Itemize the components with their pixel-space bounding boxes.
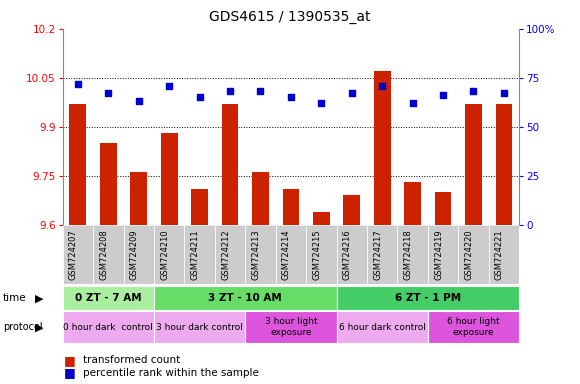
Bar (245, 225, 276, 284)
Bar (428, 311, 519, 343)
Point (408, 100, 417, 106)
Text: GSM724217: GSM724217 (373, 229, 382, 280)
Bar (63, 225, 93, 284)
Text: GSM724213: GSM724213 (252, 229, 260, 280)
Bar (397, 225, 428, 284)
Text: GSM724215: GSM724215 (312, 229, 321, 280)
Point (469, 88, 478, 94)
Bar (404, 182, 421, 225)
Text: GSM724209: GSM724209 (130, 229, 139, 280)
Text: 6 ZT - 1 PM: 6 ZT - 1 PM (395, 293, 461, 303)
Bar (276, 225, 306, 284)
Point (165, 83, 174, 89)
Bar (154, 286, 336, 310)
Text: GSM724208: GSM724208 (99, 229, 108, 280)
Bar (313, 212, 329, 225)
Bar (336, 311, 428, 343)
Bar (154, 225, 184, 284)
Text: ■: ■ (64, 366, 75, 379)
Text: GSM724219: GSM724219 (434, 229, 443, 280)
Point (347, 90, 356, 96)
Text: transformed count: transformed count (83, 355, 180, 365)
Text: GSM724210: GSM724210 (160, 229, 169, 280)
Point (286, 94, 295, 101)
Point (226, 88, 235, 94)
Bar (100, 143, 117, 225)
Text: percentile rank within the sample: percentile rank within the sample (83, 368, 259, 378)
Point (104, 90, 113, 96)
Bar (434, 192, 451, 225)
Bar (222, 104, 238, 225)
Text: protocol: protocol (3, 322, 42, 332)
Point (317, 100, 326, 106)
Text: GSM724221: GSM724221 (495, 229, 504, 280)
Text: GSM724218: GSM724218 (404, 229, 412, 280)
Text: ▶: ▶ (35, 293, 44, 303)
Bar (367, 225, 397, 284)
Text: GDS4615 / 1390535_at: GDS4615 / 1390535_at (209, 10, 371, 23)
Point (134, 98, 143, 104)
Point (73, 81, 82, 87)
Bar (336, 286, 519, 310)
Bar (282, 189, 299, 225)
Bar (63, 311, 154, 343)
Text: GSM724220: GSM724220 (465, 229, 473, 280)
Text: ▶: ▶ (35, 322, 44, 332)
Point (195, 94, 204, 101)
Text: 0 ZT - 7 AM: 0 ZT - 7 AM (75, 293, 142, 303)
Point (438, 92, 448, 98)
Bar (465, 104, 482, 225)
Text: GSM724212: GSM724212 (221, 229, 230, 280)
Bar (154, 311, 245, 343)
Bar (161, 133, 177, 225)
Bar (428, 225, 458, 284)
Bar (245, 311, 336, 343)
Text: 0 hour dark  control: 0 hour dark control (63, 323, 153, 332)
Bar (63, 286, 154, 310)
Text: 3 ZT - 10 AM: 3 ZT - 10 AM (208, 293, 282, 303)
Text: time: time (3, 293, 27, 303)
Text: 3 hour light
exposure: 3 hour light exposure (264, 318, 317, 337)
Bar (489, 225, 519, 284)
Text: 6 hour light
exposure: 6 hour light exposure (447, 318, 500, 337)
Point (378, 83, 387, 89)
Text: 3 hour dark control: 3 hour dark control (156, 323, 243, 332)
Bar (130, 172, 147, 225)
Bar (70, 104, 86, 225)
Bar (93, 225, 124, 284)
Point (499, 90, 509, 96)
Text: GSM724207: GSM724207 (69, 229, 78, 280)
Bar (336, 225, 367, 284)
Bar (184, 225, 215, 284)
Text: GSM724216: GSM724216 (343, 229, 351, 280)
Text: GSM724211: GSM724211 (191, 229, 200, 280)
Bar (252, 172, 269, 225)
Text: GSM724214: GSM724214 (282, 229, 291, 280)
Text: ■: ■ (64, 354, 75, 367)
Bar (458, 225, 489, 284)
Bar (191, 189, 208, 225)
Bar (374, 71, 390, 225)
Bar (343, 195, 360, 225)
Point (256, 88, 265, 94)
Bar (215, 225, 245, 284)
Bar (124, 225, 154, 284)
Bar (495, 104, 512, 225)
Text: 6 hour dark control: 6 hour dark control (339, 323, 426, 332)
Bar (306, 225, 336, 284)
